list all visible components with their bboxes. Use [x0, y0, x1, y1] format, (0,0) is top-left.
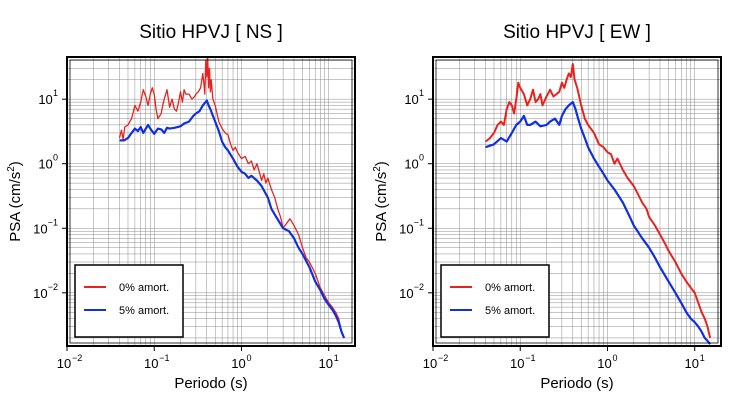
- y-tick-label: 10: [399, 221, 413, 236]
- legend-label: 5% amort.: [119, 305, 169, 317]
- y-axis-label: PSA (cm/s2): [372, 161, 390, 242]
- y-tick-label: 10: [33, 286, 47, 301]
- y-tick-exponent: 1: [53, 88, 58, 98]
- x-tick-label: 10: [423, 356, 437, 371]
- x-tick-exponent: −2: [72, 353, 82, 363]
- plot-inner-frame: [69, 59, 353, 344]
- chart-title: Sitio HPVJ [ NS ]: [139, 22, 283, 43]
- x-tick-exponent: 0: [612, 353, 617, 363]
- x-tick-label: 10: [597, 356, 611, 371]
- x-tick-label: 10: [231, 356, 245, 371]
- series-line-0-amort: [118, 57, 345, 339]
- x-tick-exponent: 1: [334, 353, 339, 363]
- y-tick-label: 10: [33, 221, 47, 236]
- y-tick-exponent: −2: [414, 282, 424, 292]
- y-tick-exponent: 0: [53, 153, 58, 163]
- x-tick-exponent: −1: [159, 353, 169, 363]
- legend-label: 0% amort.: [485, 282, 535, 294]
- y-tick-exponent: −1: [414, 217, 424, 227]
- x-tick-exponent: −1: [525, 353, 535, 363]
- y-tick-label: 10: [399, 286, 413, 301]
- x-tick-exponent: 0: [246, 353, 251, 363]
- legend: 0% amort. 5% amort.: [74, 264, 184, 338]
- y-axis-label: PSA (cm/s2): [6, 161, 24, 242]
- y-tick-exponent: −1: [48, 217, 58, 227]
- x-tick-label: 10: [319, 356, 333, 371]
- x-tick-label: 10: [685, 356, 699, 371]
- legend-label: 0% amort.: [119, 282, 169, 294]
- legend: 0% amort. 5% amort.: [440, 264, 550, 338]
- plot-frame: [432, 56, 722, 347]
- y-tick-label: 10: [404, 157, 418, 172]
- y-tick-label: 10: [404, 92, 418, 107]
- x-axis-label: Periodo (s): [174, 375, 247, 392]
- y-tick-label: 10: [38, 92, 52, 107]
- x-tick-exponent: −2: [438, 353, 448, 363]
- plot-frame: [66, 56, 356, 347]
- series-line-5-amort: [485, 100, 711, 345]
- legend-box: [74, 264, 184, 338]
- legend-label: 5% amort.: [485, 305, 535, 317]
- y-tick-exponent: 0: [419, 153, 424, 163]
- x-axis-label: Periodo (s): [540, 375, 613, 392]
- y-tick-label: 10: [38, 157, 52, 172]
- legend-box: [440, 264, 550, 338]
- plot-inner-frame: [435, 59, 719, 344]
- chart-title: Sitio HPVJ [ EW ]: [503, 22, 651, 43]
- y-tick-exponent: −2: [48, 282, 58, 292]
- x-tick-label: 10: [57, 356, 71, 371]
- series-line-0-amort: [484, 63, 712, 339]
- grid-lines: [433, 57, 721, 346]
- x-tick-exponent: 1: [700, 353, 705, 363]
- x-tick-label: 10: [510, 356, 524, 371]
- x-tick-label: 10: [144, 356, 158, 371]
- y-tick-exponent: 1: [419, 88, 424, 98]
- series-line-5-amort: [119, 99, 346, 339]
